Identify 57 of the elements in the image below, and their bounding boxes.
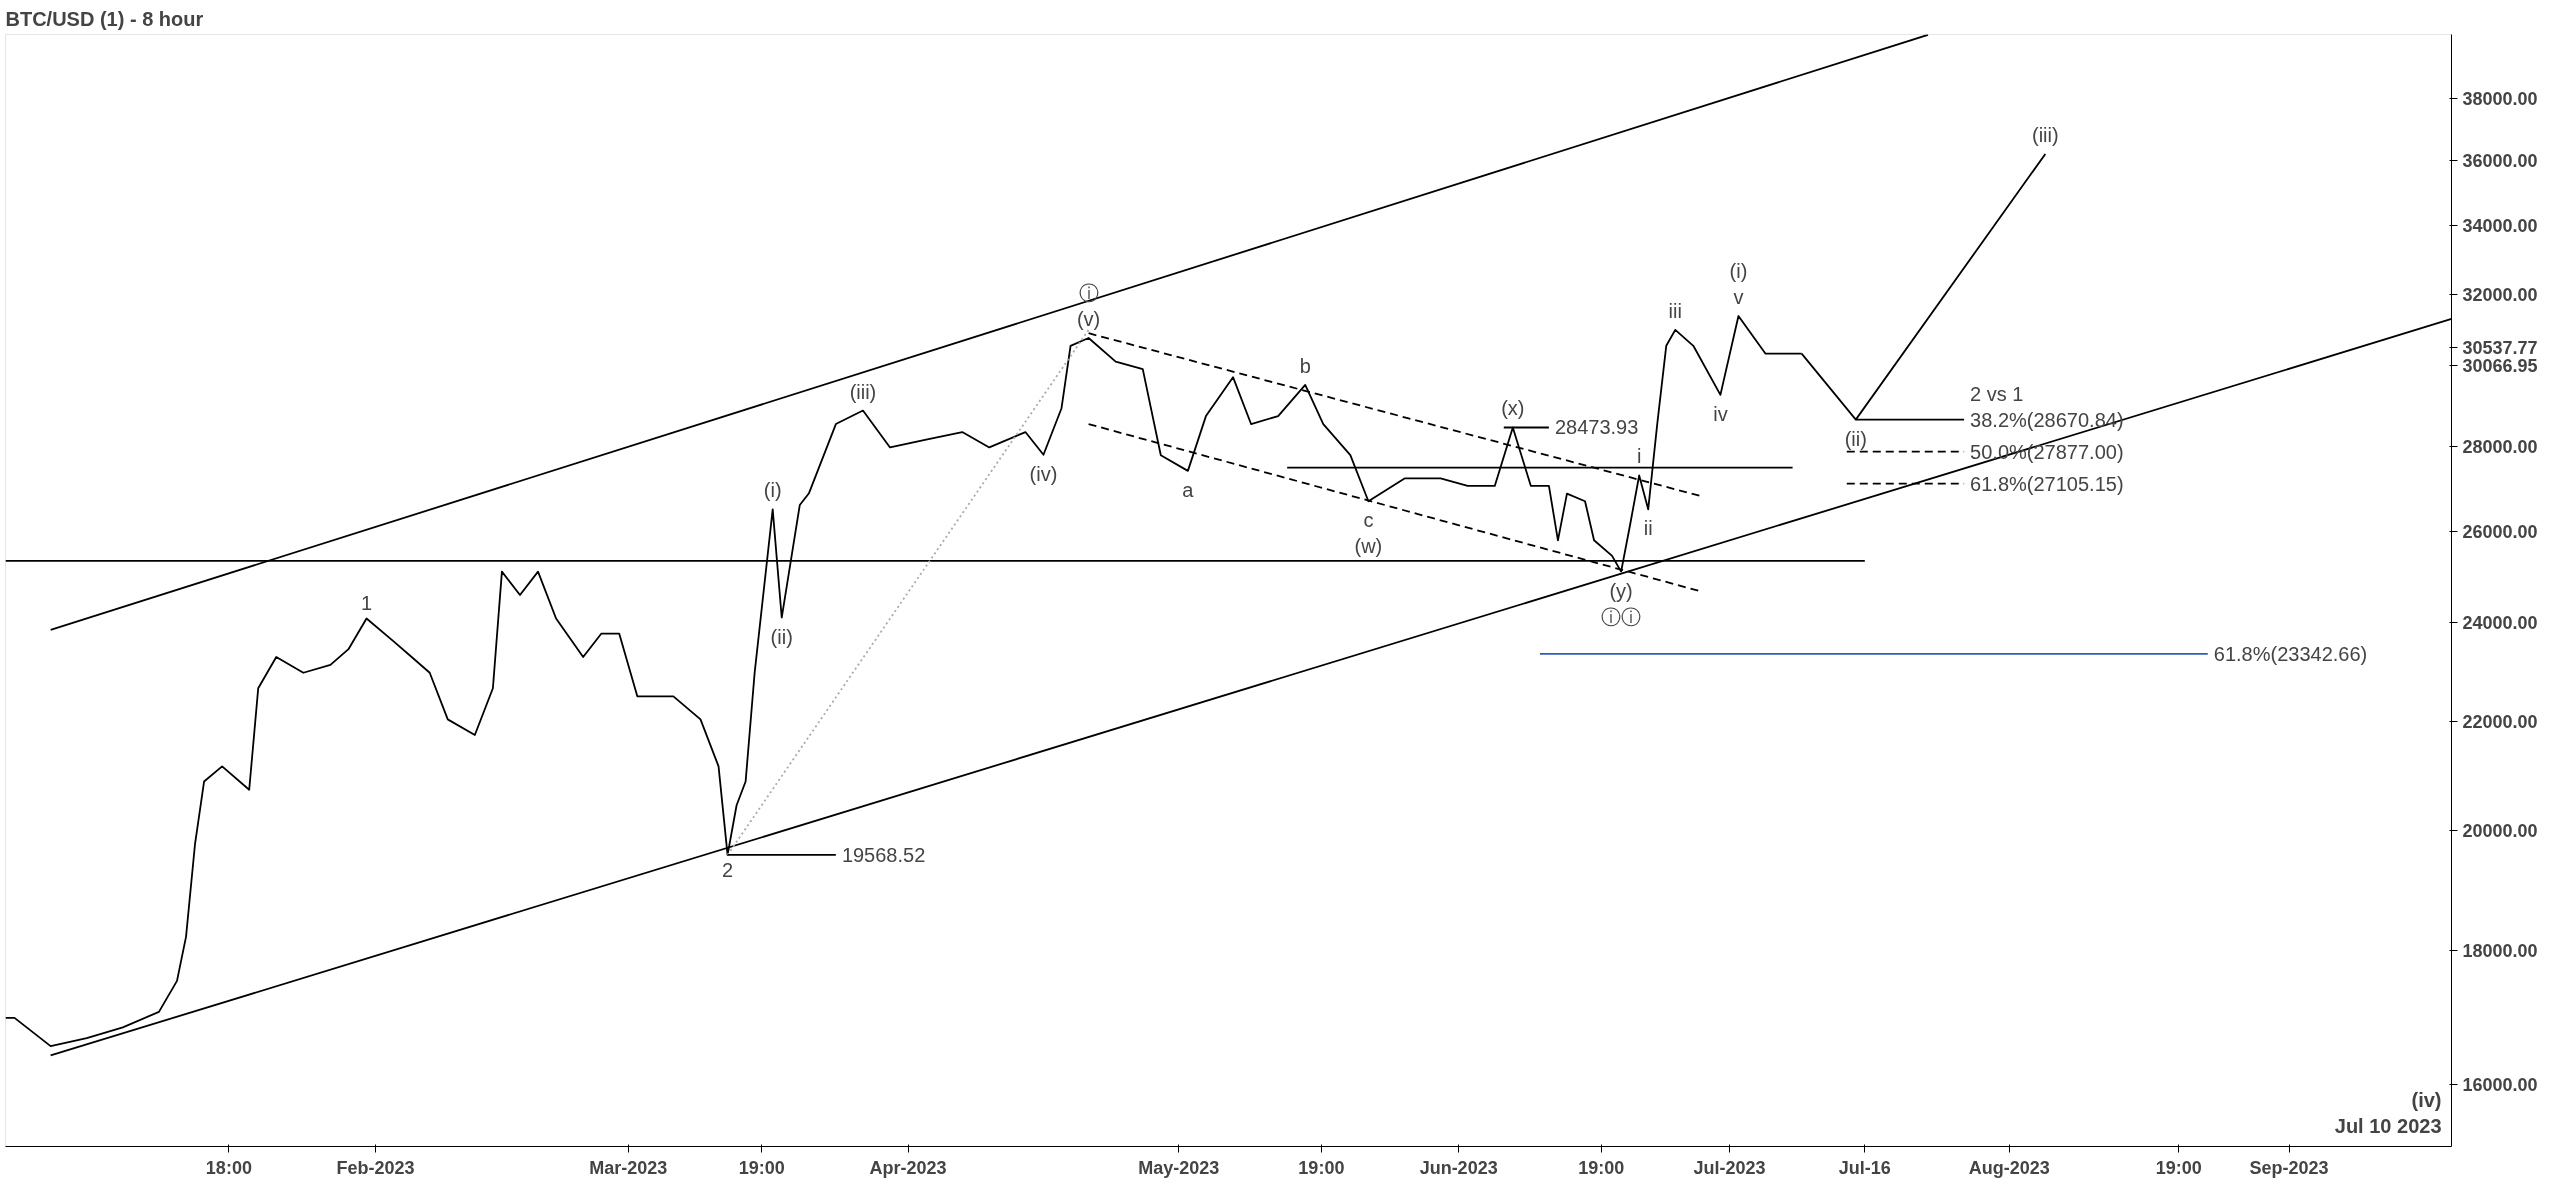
- annotation: (v): [1076, 308, 1101, 331]
- x-tick-label: Jul-2023: [1693, 1157, 1766, 1178]
- y-tick-label: 36000.00: [2462, 150, 2538, 171]
- x-tick-label: 19:00: [1578, 1157, 1625, 1178]
- annotation: (iii): [2032, 123, 2059, 146]
- x-tick-label: Apr-2023: [869, 1157, 947, 1178]
- annotation: (i): [763, 479, 782, 502]
- y-tick-label: 34000.00: [2462, 215, 2538, 236]
- annotation: ⓘ: [1078, 282, 1099, 305]
- x-tick-label: Aug-2023: [1968, 1157, 2050, 1178]
- annotation: 61.8%(23342.66): [2213, 642, 2368, 665]
- annotation: (y): [1609, 579, 1633, 602]
- x-tick-label: 19:00: [2155, 1157, 2202, 1178]
- x-tick-label: 19:00: [738, 1157, 785, 1178]
- annotation: (iii): [849, 380, 877, 403]
- annotation: 2: [722, 858, 734, 881]
- annotation: (w): [1354, 535, 1383, 558]
- annotation: 19568.52: [841, 843, 926, 866]
- annotation: v: [1733, 286, 1744, 309]
- y-tick-label: 22000.00: [2462, 711, 2538, 732]
- y-tick-label: 28000.00: [2462, 437, 2538, 458]
- annotation: ii: [1643, 517, 1653, 540]
- x-tick-label: Feb-2023: [336, 1157, 415, 1178]
- annotation: 61.8%(27105.15): [1970, 472, 2124, 495]
- annotation: (iv): [1029, 462, 1058, 485]
- y-tick-label: 38000.00: [2462, 89, 2538, 110]
- annotation: (ii): [770, 625, 793, 648]
- chart-title: BTC/USD (1) - 8 hour: [5, 7, 204, 30]
- annotation: 38.2%(28670.84): [1970, 408, 2124, 431]
- x-tick-label: 18:00: [205, 1157, 252, 1178]
- y-tick-label: 26000.00: [2462, 521, 2538, 542]
- x-tick-label: Jul-16: [1838, 1157, 1891, 1178]
- x-tick-label: Mar-2023: [589, 1157, 668, 1178]
- annotation: 28473.93: [1554, 416, 1639, 439]
- annotation: c: [1363, 509, 1374, 532]
- annotation: 1: [360, 592, 373, 615]
- x-tick-label: May-2023: [1138, 1157, 1220, 1178]
- annotation: (x): [1501, 397, 1525, 420]
- y-tick-label: 32000.00: [2462, 284, 2538, 305]
- y-tick-label: 24000.00: [2462, 612, 2538, 633]
- annotation: i: [1636, 445, 1642, 468]
- y-tick-label: 20000.00: [2462, 820, 2538, 841]
- annotation: b: [1299, 354, 1311, 377]
- y-tick-label: 16000.00: [2462, 1074, 2538, 1095]
- x-tick-label: Jun-2023: [1419, 1157, 1498, 1178]
- annotation: (iv): [2411, 1088, 2442, 1111]
- annotation: a: [1182, 478, 1195, 501]
- annotation: ⓘⓘ: [1601, 605, 1642, 628]
- annotation: (i): [1729, 260, 1748, 283]
- annotation: iii: [1668, 299, 1682, 322]
- x-tick-label: 19:00: [1298, 1157, 1345, 1178]
- annotation: 2 vs 1: [1970, 382, 2024, 405]
- y-tick-label: 18000.00: [2462, 940, 2538, 961]
- annotation: Jul 10 2023: [2334, 1114, 2442, 1137]
- annotation: iv: [1713, 402, 1728, 425]
- annotation: (ii): [1844, 427, 1867, 450]
- x-tick-label: Sep-2023: [2249, 1157, 2329, 1178]
